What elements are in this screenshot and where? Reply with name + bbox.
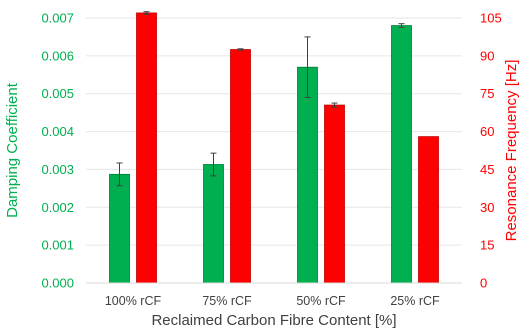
left-tick-label: 0.001 — [41, 238, 74, 253]
right-axis-ticks: 0 15 30 45 60 75 90 105 — [480, 11, 502, 291]
left-axis-ticks: 0.000 0.001 0.002 0.003 0.004 0.005 0.006 0.007 — [41, 11, 74, 291]
frequency-bar-3 — [324, 104, 345, 284]
left-tick-label: 0.007 — [41, 11, 74, 26]
right-tick-label: 60 — [480, 124, 494, 139]
category-label: 25% rCF — [390, 294, 440, 308]
right-tick-label: 105 — [480, 11, 502, 26]
right-tick-label: 75 — [480, 86, 494, 101]
damping-bar-2 — [203, 164, 224, 284]
right-tick-label: 0 — [480, 276, 487, 291]
frequency-bar-1 — [136, 12, 157, 284]
frequency-bar-2 — [230, 49, 251, 284]
right-tick-label: 30 — [480, 200, 494, 215]
x-axis-ticks: 100% rCF 75% rCF 50% rCF 25% rCF — [105, 294, 440, 308]
frequency-bar-4 — [418, 136, 439, 284]
left-tick-label: 0.000 — [41, 276, 74, 291]
left-tick-label: 0.004 — [41, 124, 74, 139]
left-tick-label: 0.002 — [41, 200, 74, 215]
left-axis-title: Damping Coefficient — [4, 82, 21, 218]
left-tick-label: 0.006 — [41, 48, 74, 63]
bars — [109, 12, 439, 284]
right-tick-label: 45 — [480, 162, 494, 177]
damping-bar-4 — [391, 25, 412, 284]
left-tick-label: 0.003 — [41, 162, 74, 177]
category-label: 75% rCF — [202, 294, 252, 308]
right-axis-title: Resonance Frequency [Hz] — [503, 60, 520, 242]
x-axis-title: Reclaimed Carbon Fibre Content [%] — [151, 312, 396, 329]
damping-bar-3 — [297, 66, 318, 284]
left-tick-label: 0.005 — [41, 86, 74, 101]
category-label: 50% rCF — [296, 294, 346, 308]
right-tick-label: 15 — [480, 238, 494, 253]
error-bars — [116, 11, 405, 187]
right-tick-label: 90 — [480, 48, 494, 63]
category-label: 100% rCF — [105, 294, 162, 308]
damping-bar-1 — [109, 173, 130, 284]
